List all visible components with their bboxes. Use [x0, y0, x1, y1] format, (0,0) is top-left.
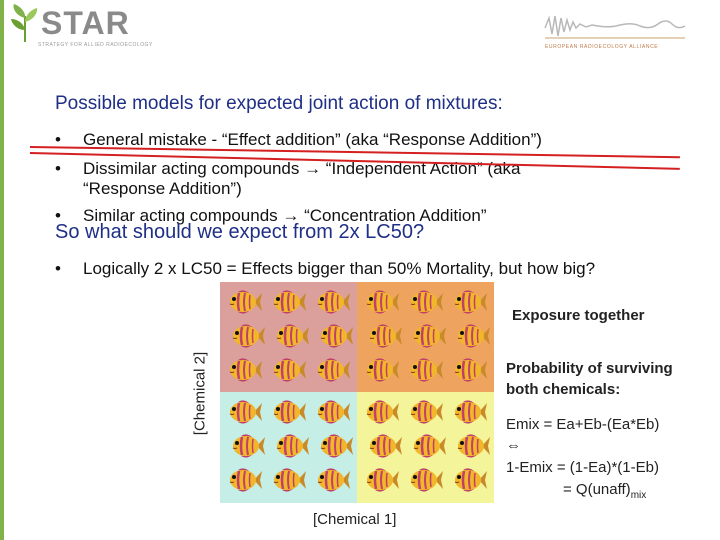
- fish-icon: [410, 400, 443, 424]
- waveform-icon: [544, 15, 686, 39]
- fish-icon: [320, 434, 353, 458]
- fish-icon: [273, 400, 306, 424]
- exposure-grid-figure: [220, 282, 494, 503]
- fish-icon: [366, 290, 399, 314]
- bullet-marker: •: [55, 130, 61, 149]
- x-axis-label: [Chemical 1]: [313, 511, 397, 528]
- fish-icon: [276, 434, 309, 458]
- bullet-text: General mistake - “Effect addition” (aka…: [83, 130, 542, 149]
- leaf-icon: [11, 4, 38, 42]
- fish-icon: [229, 400, 262, 424]
- fish-icon: [232, 434, 265, 458]
- fish-icon: [232, 324, 265, 348]
- fish-icon: [410, 468, 443, 492]
- fish-icon: [229, 290, 262, 314]
- fish-icon: [410, 290, 443, 314]
- fish-icon: [273, 358, 306, 382]
- section-heading: So what should we expect from 2x LC50?: [55, 221, 425, 243]
- fish-icon: [413, 324, 446, 348]
- star-wordmark: STAR: [41, 5, 130, 41]
- star-tagline: STRATEGY FOR ALLIED RADIOECOLOGY: [38, 42, 153, 48]
- alliance-tagline: EUROPEAN RADIOECOLOGY ALLIANCE: [545, 44, 659, 50]
- alliance-logo: EUROPEAN RADIOECOLOGY ALLIANCE: [540, 10, 690, 55]
- quadrant-top-left: [220, 282, 357, 392]
- fish-icon: [369, 434, 402, 458]
- unaffected-equation-main: = Q(unaff): [563, 481, 631, 498]
- quadrant-top-right: [357, 282, 494, 392]
- fish-icon: [317, 468, 350, 492]
- fish-icon: [454, 290, 487, 314]
- survival-equation: 1-Emix = (1-Ea)*(1-Eb): [506, 459, 659, 476]
- left-accent-bar: [0, 0, 4, 540]
- fish-icon: [454, 468, 487, 492]
- fish-icon: [413, 434, 446, 458]
- fish-icon: [457, 324, 490, 348]
- fish-icon: [317, 400, 350, 424]
- equivalence-arrow: ⇔: [506, 437, 521, 454]
- fish-icon: [273, 290, 306, 314]
- star-logo: STAR STRATEGY FOR ALLIED RADIOECOLOGY: [8, 2, 152, 54]
- bullet-marker: •: [55, 159, 61, 178]
- fish-icon: [317, 290, 350, 314]
- unaffected-equation: = Q(unaff)mix: [563, 481, 646, 501]
- bullet-marker: •: [55, 206, 61, 225]
- fish-icon: [273, 468, 306, 492]
- unaffected-equation-subscript: mix: [630, 490, 647, 501]
- fish-icon: [229, 358, 262, 382]
- fish-icon: [366, 358, 399, 382]
- fish-icon: [366, 400, 399, 424]
- fish-icon: [457, 434, 490, 458]
- quadrant-bottom-right: [357, 392, 494, 503]
- quadrant-bottom-left: [220, 392, 357, 503]
- mixture-equation: Emix = Ea+Eb-(Ea*Eb): [506, 416, 660, 433]
- fish-icon: [369, 324, 402, 348]
- fish-icon: [454, 400, 487, 424]
- y-axis-label: [Chemical 2]: [191, 351, 209, 436]
- fish-icon: [317, 358, 350, 382]
- probability-label-line1: Probability of surviving: [506, 360, 673, 377]
- bullet-text: Logically 2 x LC50 = Effects bigger than…: [83, 259, 596, 278]
- exposure-label: Exposure together: [512, 307, 645, 324]
- bullet-text: Similar acting compounds → “Concentratio…: [83, 206, 487, 225]
- bullet-marker: •: [55, 259, 61, 278]
- fish-icon: [454, 358, 487, 382]
- probability-label-line2: both chemicals:: [506, 381, 621, 398]
- fish-icon: [229, 468, 262, 492]
- fish-icon: [320, 324, 353, 348]
- fish-icon: [276, 324, 309, 348]
- slide-title: Possible models for expected joint actio…: [55, 93, 503, 114]
- fish-icon: [410, 358, 443, 382]
- fish-icon: [366, 468, 399, 492]
- bullet-text: Dissimilar acting compounds → “Independe…: [83, 159, 521, 198]
